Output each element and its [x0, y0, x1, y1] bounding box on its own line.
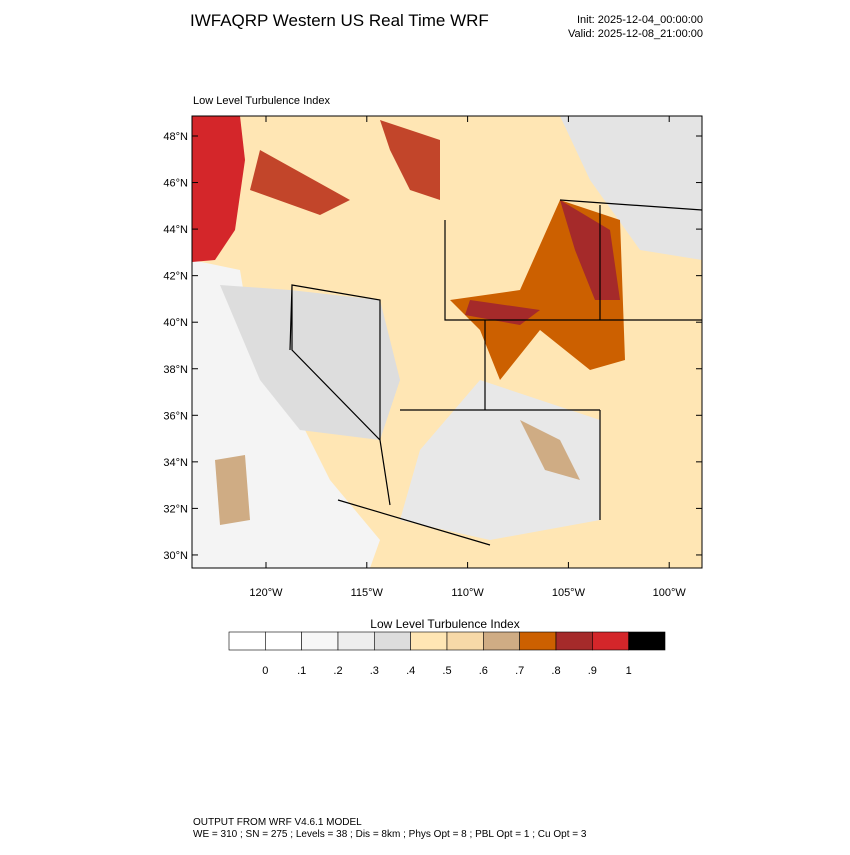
lon-label: 100°W: [653, 587, 687, 599]
high-zone: [192, 116, 245, 262]
colorbar-box: [228, 631, 266, 651]
lat-label: 32°N: [163, 503, 188, 515]
colorbar-label: .4: [406, 665, 415, 677]
colorbar-label: .9: [588, 665, 597, 677]
colorbar-label: .1: [297, 665, 306, 677]
colorbar-box: [628, 631, 666, 651]
lat-label: 42°N: [163, 271, 188, 283]
lat-label: 46°N: [163, 178, 188, 190]
colorbar-label: .2: [333, 665, 342, 677]
colorbar-box: [592, 631, 629, 651]
lon-label: 115°W: [351, 587, 384, 599]
footer-line: WE = 310 ; SN = 275 ; Levels = 38 ; Dis …: [193, 829, 587, 840]
low-zone: [560, 116, 702, 260]
lon-label: 105°W: [552, 587, 586, 599]
init-time: Init: 2025-12-04_00:00:00: [577, 14, 703, 26]
colorbar-label: .3: [370, 665, 379, 677]
valid-time: Valid: 2025-12-08_21:00:00: [568, 28, 703, 40]
colorbar-label: .7: [515, 665, 524, 677]
mid-zone: [520, 420, 580, 480]
colorbar-box: [265, 631, 302, 651]
lat-label: 30°N: [163, 550, 188, 562]
colorbar-box: [337, 631, 375, 651]
colorbar-box: [519, 631, 557, 651]
lat-label: 38°N: [163, 364, 188, 376]
lat-label: 36°N: [163, 410, 188, 422]
colorbar-label: 0: [262, 665, 268, 677]
state-borders: [289, 199, 703, 546]
lat-label: 48°N: [163, 131, 188, 143]
map-field: [191, 115, 703, 569]
mid-zone: [215, 455, 250, 525]
colorbar-label: 1: [626, 665, 632, 677]
colorbar-label: .6: [479, 665, 488, 677]
colorbar-box: [410, 631, 448, 651]
lon-label: 120°W: [249, 587, 283, 599]
colorbar-box: [555, 631, 593, 651]
lon-label: 110°W: [451, 587, 484, 599]
colorbar-box: [446, 631, 484, 651]
colorbar-title: Low Level Turbulence Index: [370, 617, 519, 631]
low-zone: [400, 380, 600, 540]
low-zone: [220, 285, 400, 440]
colorbar-box: [483, 631, 520, 651]
title: IWFAQRP Western US Real Time WRF: [190, 11, 489, 30]
lat-label: 44°N: [163, 224, 188, 236]
high-zone: [465, 200, 620, 325]
colorbar-box: [374, 631, 411, 651]
lat-label: 40°N: [163, 317, 188, 329]
colorbar-label: .5: [442, 665, 451, 677]
footer-line: OUTPUT FROM WRF V4.6.1 MODEL: [193, 817, 362, 828]
colorbar-box: [301, 631, 339, 651]
map-subtitle: Low Level Turbulence Index: [193, 95, 330, 107]
map-frame: [191, 115, 703, 569]
lat-label: 34°N: [163, 457, 188, 469]
colorbar-label: .8: [551, 665, 560, 677]
high-zone: [250, 120, 440, 215]
